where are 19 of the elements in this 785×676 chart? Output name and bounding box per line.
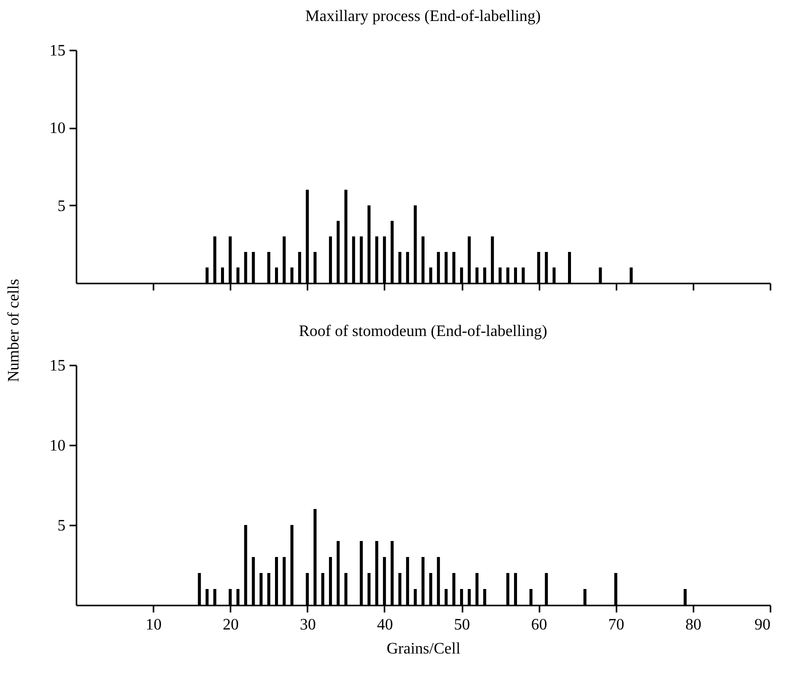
x-tick-label: 10 xyxy=(146,616,162,634)
chart-title: Roof of stomodeum (End-of-labelling) xyxy=(298,323,548,340)
x-tick-label: 80 xyxy=(685,616,702,634)
x-tick-label: 50 xyxy=(454,616,470,634)
x-tick-label: 30 xyxy=(300,616,316,634)
y-tick-label: 5 xyxy=(58,198,66,215)
y-tick-label: 15 xyxy=(50,358,66,374)
y-tick-label: 5 xyxy=(58,518,66,534)
y-tick-label: 10 xyxy=(50,438,66,454)
x-tick-label: 20 xyxy=(222,616,239,634)
y-tick-label: 10 xyxy=(50,120,66,138)
x-tick-label: 90 xyxy=(754,616,770,634)
x-axis-title: Grains/Cell xyxy=(386,640,461,658)
chart-title: Maxillary process (End-of-labelling) xyxy=(305,8,541,25)
x-tick-label: 60 xyxy=(531,616,548,634)
x-tick-label: 70 xyxy=(608,616,624,634)
y-axis-title: Number of cells xyxy=(6,278,22,382)
x-tick-label: 40 xyxy=(376,616,393,634)
y-tick-label: 15 xyxy=(50,42,66,60)
